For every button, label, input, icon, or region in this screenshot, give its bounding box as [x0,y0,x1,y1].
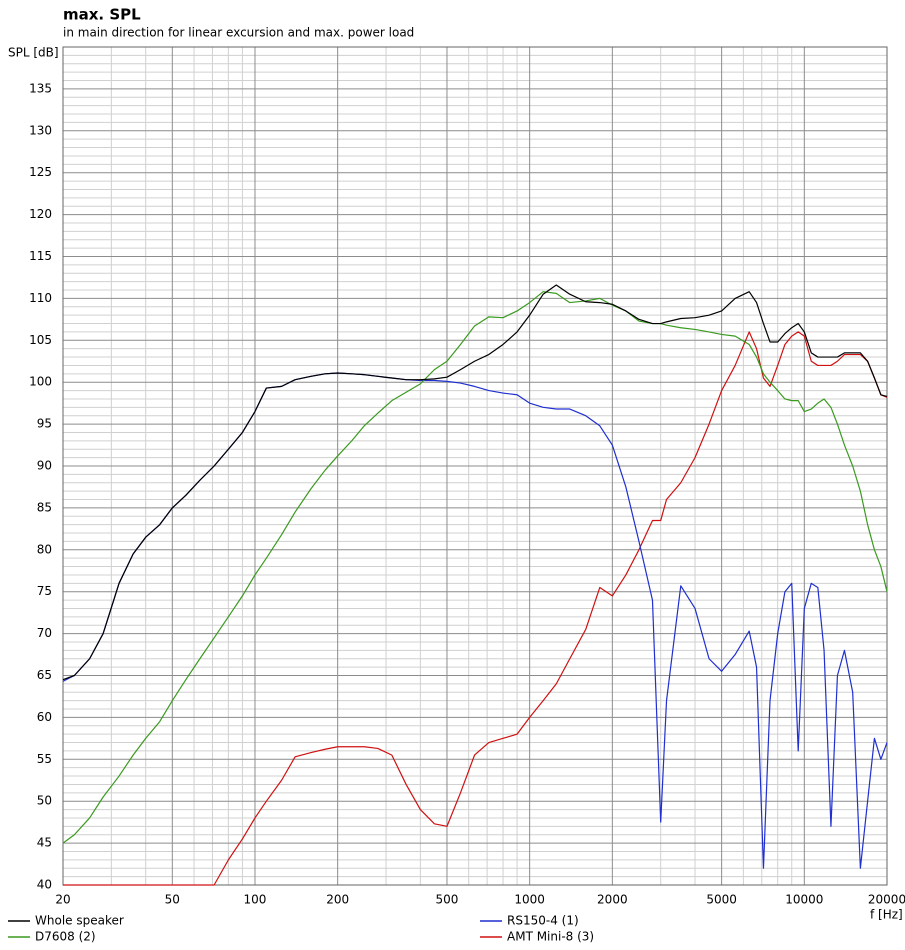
y-tick-label: 55 [37,752,52,766]
y-tick-label: 110 [29,291,52,305]
y-axis-label: SPL [dB] [8,46,59,60]
x-tick-label: 100 [244,893,267,907]
y-tick-label: 85 [37,500,52,514]
x-tick-label: 1000 [514,893,545,907]
y-tick-label: 130 [29,123,52,137]
x-tick-label: 20 [55,893,70,907]
legend-label: RS150-4 (1) [507,914,579,928]
series-line [62,291,888,844]
y-tick-label: 70 [37,626,52,640]
plot-border [62,46,888,886]
series-line [63,331,888,886]
legend-label: AMT Mini-8 (3) [507,930,594,944]
y-tick-label: 40 [37,878,52,892]
y-tick-label: 100 [29,375,52,389]
y-tick-label: 80 [37,542,52,556]
y-tick-label: 90 [37,459,52,473]
x-tick-label: 5000 [706,893,737,907]
y-tick-label: 75 [37,584,52,598]
x-tick-label: 500 [436,893,459,907]
y-tick-label: 60 [37,710,52,724]
y-tick-label: 135 [29,81,52,95]
y-tick-label: 105 [29,333,52,347]
y-tick-label: 65 [37,668,52,682]
x-axis-label: f [Hz] [870,908,903,922]
y-tick-label: 120 [29,207,52,221]
x-tick-label: 2000 [597,893,628,907]
y-tick-label: 50 [37,794,52,808]
legend-label: Whole speaker [35,914,124,928]
x-tick-label: 200 [326,893,349,907]
y-tick-label: 115 [29,249,52,263]
y-tick-label: 45 [37,836,52,850]
x-tick-label: 20000 [868,893,905,907]
x-tick-label: 50 [165,893,180,907]
chart-title: max. SPL [63,6,141,24]
series-line [62,284,888,681]
x-tick-label: 10000 [785,893,823,907]
chart-subtitle: in main direction for linear excursion a… [63,26,414,40]
y-tick-label: 125 [29,165,52,179]
y-tick-label: 95 [37,417,52,431]
legend-label: D7608 (2) [35,930,96,944]
